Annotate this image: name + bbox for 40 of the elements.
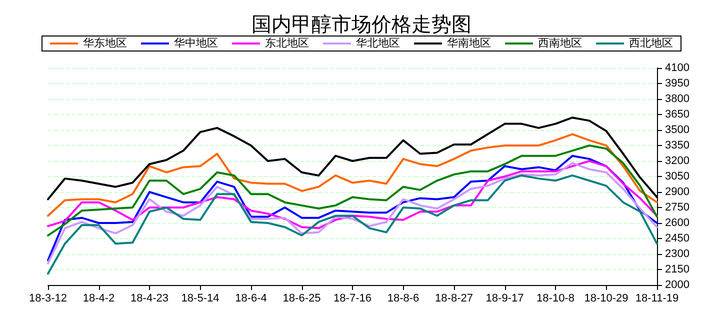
- chart-title: 国内甲醇市场价格走势图: [252, 14, 472, 36]
- x-tick-label: 18-5-14: [181, 292, 220, 304]
- y-tick-label: 3950: [665, 78, 690, 90]
- x-tick-label: 18-6-25: [282, 292, 321, 304]
- x-tick-label: 18-8-27: [435, 292, 473, 304]
- legend-label: 华南地区: [447, 36, 491, 50]
- legend-label: 东北地区: [265, 36, 309, 50]
- y-tick-label: 2750: [665, 202, 690, 214]
- y-tick-label: 2150: [665, 264, 690, 276]
- y-tick-label: 3800: [665, 93, 690, 105]
- x-tick-label: 18-9-17: [486, 292, 524, 304]
- y-tick-label: 2600: [665, 217, 690, 229]
- legend-label: 西北地区: [629, 36, 673, 50]
- x-tick-label: 18-6-4: [235, 292, 267, 304]
- x-tick-label: 18-10-29: [584, 292, 628, 304]
- y-tick-label: 3500: [665, 124, 690, 136]
- y-tick-label: 2900: [665, 186, 690, 198]
- x-tick-label: 18-11-19: [635, 292, 679, 304]
- y-tick-label: 4100: [665, 62, 690, 74]
- legend-label: 西南地区: [538, 36, 582, 50]
- legend-label: 华中地区: [174, 36, 218, 50]
- legend-label: 华东地区: [83, 36, 127, 50]
- y-tick-label: 2300: [665, 248, 690, 260]
- y-tick-label: 3350: [665, 140, 690, 152]
- x-tick-label: 18-7-16: [334, 292, 372, 304]
- line-series: [47, 174, 658, 275]
- line-series: [47, 160, 658, 230]
- y-tick-label: 3050: [665, 170, 690, 182]
- y-tick-label: 2450: [665, 232, 690, 244]
- line-series: [47, 144, 658, 236]
- x-tick-label: 18-8-6: [387, 292, 420, 304]
- x-tick-label: 18-4-23: [130, 292, 168, 304]
- x-tick-label: 18-3-12: [29, 292, 67, 304]
- x-tick-label: 18-10-8: [536, 292, 574, 304]
- line-series: [47, 133, 658, 217]
- y-tick-label: 3200: [665, 155, 690, 167]
- legend-label: 华北地区: [356, 36, 400, 50]
- y-tick-label: 3650: [665, 108, 690, 120]
- x-tick-label: 18-4-2: [82, 292, 115, 304]
- y-tick-label: 2000: [665, 279, 690, 291]
